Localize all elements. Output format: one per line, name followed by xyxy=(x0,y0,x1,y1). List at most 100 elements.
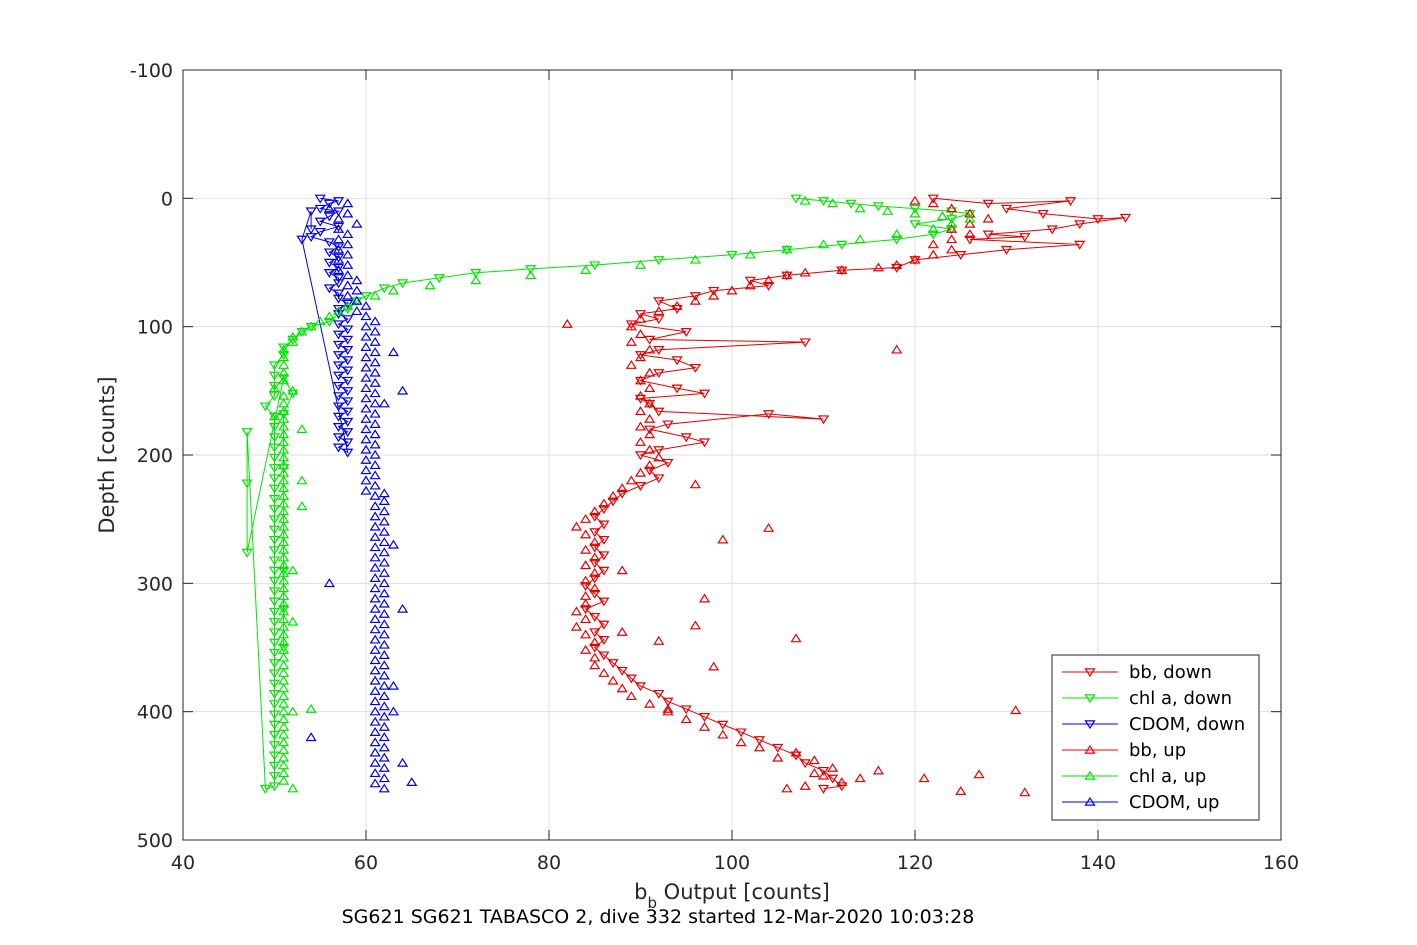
data-point xyxy=(268,505,281,515)
data-point xyxy=(580,582,592,592)
data-point xyxy=(360,454,372,464)
x-axis-label-subscript: b xyxy=(647,894,657,912)
data-point xyxy=(1000,245,1013,255)
data-point xyxy=(616,683,628,693)
data-point xyxy=(369,290,381,300)
data-point xyxy=(278,374,290,384)
data-point xyxy=(278,605,290,615)
data-point xyxy=(342,299,354,309)
data-point xyxy=(369,480,381,490)
data-point xyxy=(927,230,939,240)
data-point xyxy=(397,385,409,395)
data-point xyxy=(653,689,665,699)
legend-label: bb, up xyxy=(1129,740,1186,761)
data-point xyxy=(644,335,656,345)
data-point xyxy=(268,453,281,463)
data-point xyxy=(763,275,775,285)
data-point xyxy=(268,411,281,421)
data-point xyxy=(644,466,656,476)
data-point xyxy=(634,329,647,339)
data-point xyxy=(369,665,381,675)
data-point xyxy=(909,208,921,218)
data-point xyxy=(634,406,647,416)
data-point xyxy=(369,439,381,449)
data-point xyxy=(342,438,354,448)
data-point xyxy=(378,578,390,588)
series-line xyxy=(246,197,971,790)
data-point xyxy=(634,390,647,400)
data-point xyxy=(268,525,281,535)
data-point xyxy=(470,269,482,278)
data-point xyxy=(580,575,592,585)
data-point xyxy=(946,218,958,228)
legend-item: chl a, up xyxy=(1062,766,1206,787)
data-point xyxy=(580,529,592,539)
data-point xyxy=(1019,233,1031,243)
data-point xyxy=(589,637,601,647)
data-point xyxy=(589,567,601,577)
data-point xyxy=(342,249,354,259)
data-point xyxy=(360,434,372,444)
y-axis-label: Depth [counts] xyxy=(95,376,119,533)
data-point xyxy=(268,761,281,771)
data-point xyxy=(378,526,390,536)
data-point xyxy=(369,367,381,377)
series-cdom-up xyxy=(305,198,418,793)
data-point xyxy=(268,371,281,381)
data-point xyxy=(323,199,335,209)
data-point xyxy=(644,698,656,708)
data-point xyxy=(268,494,281,504)
x-tick-label: 160 xyxy=(1263,852,1299,874)
data-point xyxy=(332,213,345,223)
data-point xyxy=(287,385,299,395)
data-point xyxy=(378,398,390,408)
x-tick-label: 100 xyxy=(714,852,750,874)
data-point xyxy=(278,566,290,576)
legend-item: CDOM, down xyxy=(1062,714,1245,735)
data-point xyxy=(369,562,381,572)
data-point xyxy=(360,372,372,382)
data-point xyxy=(689,292,701,302)
data-point xyxy=(332,392,345,402)
data-point xyxy=(332,244,345,254)
data-point xyxy=(708,286,720,296)
series-line xyxy=(301,197,349,454)
data-point xyxy=(378,284,390,294)
data-point xyxy=(570,606,583,616)
legend-label: chl a, up xyxy=(1129,766,1206,787)
data-point xyxy=(946,223,958,233)
data-point xyxy=(360,413,372,423)
data-point xyxy=(589,574,601,584)
data-point xyxy=(927,249,939,259)
data-point xyxy=(241,479,253,489)
data-point xyxy=(332,412,345,422)
data-point xyxy=(342,229,354,239)
data-point xyxy=(598,505,610,515)
data-point xyxy=(342,387,354,397)
data-point xyxy=(369,706,381,716)
data-point xyxy=(332,361,345,371)
data-point xyxy=(854,773,866,783)
data-point xyxy=(580,265,592,274)
data-point xyxy=(909,254,921,264)
data-point xyxy=(268,423,281,432)
data-point xyxy=(698,721,711,731)
data-point xyxy=(314,194,326,204)
data-point xyxy=(378,732,390,742)
data-point xyxy=(589,537,601,547)
data-point xyxy=(982,213,994,223)
data-point xyxy=(634,482,647,491)
data-point xyxy=(799,780,811,790)
data-point xyxy=(342,407,354,417)
data-point xyxy=(369,696,381,706)
data-point xyxy=(653,635,665,645)
data-point xyxy=(360,475,372,485)
data-point xyxy=(369,655,381,665)
data-point xyxy=(378,537,390,547)
data-point xyxy=(634,352,647,362)
data-point xyxy=(625,320,637,330)
y-tick-label: 400 xyxy=(137,702,173,724)
data-point xyxy=(369,470,381,480)
data-point xyxy=(570,621,583,631)
data-point xyxy=(698,593,711,603)
